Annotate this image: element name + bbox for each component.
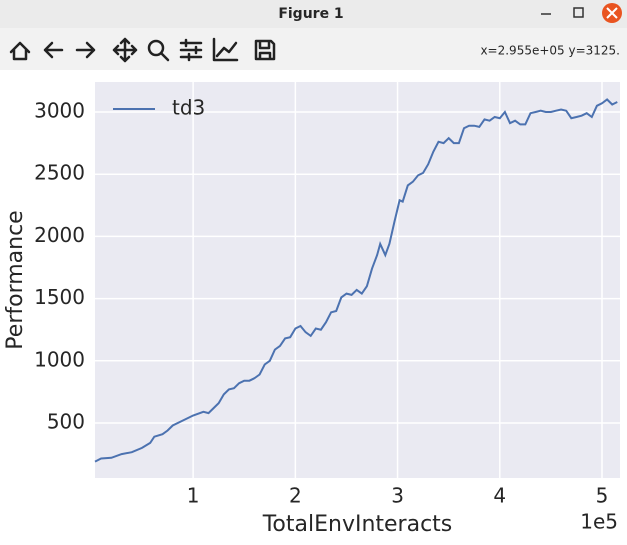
x-tick-label: 5 [596, 484, 609, 508]
y-tick-label: 3000 [34, 98, 85, 122]
save-button[interactable] [254, 39, 276, 61]
y-tick-label: 500 [47, 410, 85, 434]
y-tick-label: 2500 [34, 161, 85, 185]
window-title: Figure 1 [278, 6, 343, 22]
home-button[interactable] [9, 41, 31, 61]
series-line [94, 98, 618, 463]
status-text: x=2.955e+05 y=3125. [480, 44, 620, 58]
x-tick-label: 4 [493, 484, 506, 508]
toolbar [0, 28, 627, 70]
x-tick-label: 1 [187, 484, 200, 508]
plot-area [95, 82, 620, 478]
legend-label: td3 [172, 96, 205, 120]
axes-button[interactable] [212, 37, 239, 62]
chart: 500 1000 1500 2000 2500 3000 1 2 3 4 5 td3 1e5 TotalE… [3, 82, 620, 537]
forward-button[interactable] [75, 41, 96, 59]
x-axis-label: TotalEnvInteracts [262, 512, 453, 537]
pan-button[interactable] [112, 37, 138, 63]
x-tick-label: 2 [289, 484, 302, 508]
close-icon [606, 7, 618, 19]
maximize-button[interactable] [573, 7, 584, 18]
y-tick-label: 2000 [34, 223, 85, 247]
y-axis-label: Performance [3, 210, 28, 349]
zoom-button[interactable] [147, 39, 165, 57]
x-offset-label: 1e5 [580, 510, 618, 534]
back-button[interactable] [43, 41, 64, 59]
subplots-button[interactable] [179, 38, 203, 62]
x-tick-label: 3 [391, 484, 404, 508]
y-tick-label: 1500 [34, 285, 85, 309]
title-bar [0, 0, 627, 28]
y-tick-label: 1000 [34, 347, 85, 371]
zoom-handle [159, 51, 170, 62]
